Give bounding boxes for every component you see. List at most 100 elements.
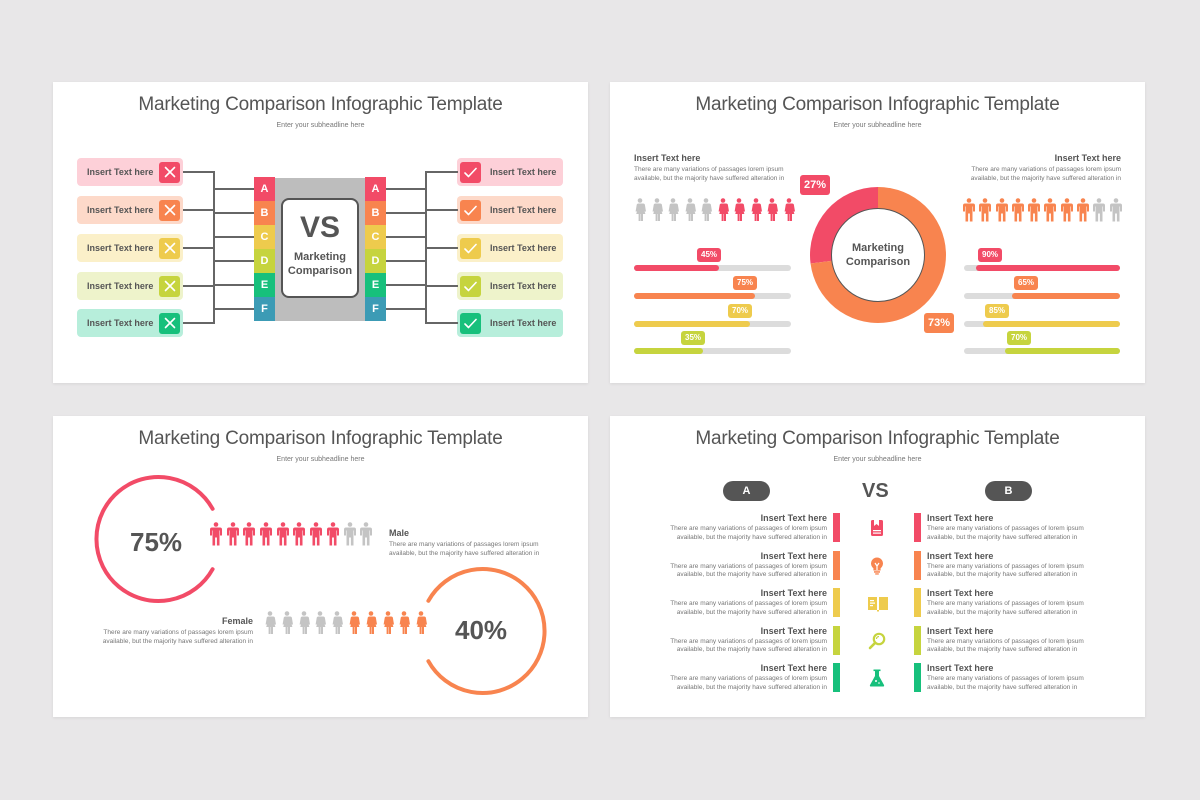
option-a-para-line-2: available, but the majority have suffere…	[676, 533, 827, 541]
option-a-para-line-1: There are many variations of passages of…	[670, 637, 827, 645]
male-person-icon	[209, 522, 223, 551]
progress-bar	[634, 265, 791, 271]
option-a-para-line-1: There are many variations of passages of…	[670, 525, 827, 532]
male-icon-row	[962, 198, 1125, 227]
donut-chart	[810, 187, 946, 323]
left-item-2[interactable]: Insert Text here	[77, 196, 183, 224]
progress-bar	[634, 293, 791, 299]
lightbulb-icon	[867, 556, 887, 576]
left-item-1[interactable]: Insert Text here	[77, 158, 183, 186]
connector-line	[426, 322, 458, 324]
connector-line	[386, 260, 426, 262]
connector-line	[426, 285, 458, 287]
right-heading: Insert Text here	[1054, 153, 1121, 163]
female-person-icon	[397, 611, 411, 640]
option-b-heading: Insert Text here	[927, 663, 994, 673]
donut-slice-label-73: 73%	[924, 313, 955, 333]
connector-line	[183, 285, 215, 287]
option-a-para-line-2: available, but the majority have suffere…	[676, 683, 827, 691]
right-item-5[interactable]: Insert Text here	[457, 309, 563, 337]
female-person-icon	[381, 611, 395, 640]
right-item-label: Insert Text here	[490, 318, 557, 328]
x-icon	[159, 275, 180, 297]
right-item-2[interactable]: Insert Text here	[457, 196, 563, 224]
progress-label: 85%	[985, 304, 1010, 318]
color-bar-b	[914, 513, 921, 542]
letter-left-b: B	[254, 201, 275, 225]
left-item-5[interactable]: Insert Text here	[77, 309, 183, 337]
check-icon	[460, 161, 481, 183]
left-item-label: Insert Text here	[87, 318, 154, 328]
option-b-row-3: Insert Text here There are many variatio…	[927, 588, 1107, 617]
right-item-label: Insert Text here	[490, 281, 557, 291]
connector-line	[183, 171, 215, 173]
book-icon	[867, 518, 887, 538]
progress-bar	[634, 321, 791, 327]
male-person-icon	[292, 522, 306, 551]
female-person-icon	[297, 611, 311, 640]
connector-line	[183, 322, 215, 324]
right-item-4[interactable]: Insert Text here	[457, 272, 563, 300]
pill-b: B	[985, 481, 1032, 501]
right-item-label: Insert Text here	[490, 167, 557, 177]
male-person-icon	[359, 522, 373, 551]
connector-line	[215, 308, 254, 310]
female-person-icon	[280, 611, 294, 640]
vs-caption-line-1: Marketing	[294, 251, 346, 263]
progress-fill	[634, 321, 750, 327]
letter-right-b: B	[365, 201, 386, 225]
magnifier-icon	[867, 631, 887, 651]
color-bar-a	[833, 663, 840, 692]
right-para-line-1: There are many variations of passages lo…	[971, 166, 1121, 173]
option-b-para-line-1: There are many variations of passages of…	[927, 600, 1084, 607]
connector-line	[215, 212, 254, 214]
option-b-heading: Insert Text here	[927, 588, 994, 598]
option-a-heading: Insert Text here	[760, 625, 827, 636]
option-b-heading: Insert Text here	[927, 550, 994, 561]
right-item-label: Insert Text here	[490, 243, 557, 253]
donut-center-line-1: Marketing	[852, 242, 904, 254]
vs-label: VS	[299, 211, 341, 244]
female-person-icon	[263, 611, 277, 640]
vs-label: VS	[862, 480, 889, 502]
progress-fill	[634, 348, 703, 354]
male-person-icon	[1011, 198, 1025, 227]
right-item-3[interactable]: Insert Text here	[457, 234, 563, 262]
male-person-icon	[962, 198, 976, 227]
letter-left-c: C	[254, 225, 275, 249]
donut-slice-73	[810, 187, 946, 323]
option-a-heading: Insert Text here	[760, 588, 827, 598]
left-item-3[interactable]: Insert Text here	[77, 234, 183, 262]
female-person-icon	[749, 198, 763, 227]
progress-bar	[964, 321, 1120, 327]
color-bar-b	[914, 625, 921, 655]
check-icon	[460, 199, 481, 221]
male-person-icon	[995, 198, 1009, 227]
connector-line	[426, 209, 458, 211]
color-bar-a	[833, 588, 840, 617]
letter-left-e: E	[254, 273, 275, 297]
right-item-1[interactable]: Insert Text here	[457, 158, 563, 186]
left-item-label: Insert Text here	[87, 205, 154, 215]
connector-line	[183, 209, 215, 211]
connector-line	[183, 247, 215, 249]
male-icon-row	[209, 522, 376, 551]
left-item-4[interactable]: Insert Text here	[77, 272, 183, 300]
right-item-label: Insert Text here	[490, 205, 557, 215]
vs-card: VS Marketing Comparison	[281, 198, 359, 298]
female-person-icon	[666, 198, 680, 227]
male-label: Male	[389, 528, 410, 538]
female-percent-ring	[426, 567, 547, 695]
connector-line	[386, 236, 426, 238]
male-person-icon	[1043, 198, 1057, 227]
male-person-icon	[1109, 198, 1123, 227]
male-person-icon	[259, 522, 273, 551]
male-percent: 75%	[130, 527, 183, 557]
male-percent-ring	[94, 475, 215, 603]
female-person-icon	[330, 611, 344, 640]
right-para-line-2: available, but the majority have suffere…	[970, 174, 1121, 182]
option-a-row-4: Insert Text here There are many variatio…	[647, 626, 827, 655]
connector-spine-right	[425, 171, 427, 324]
female-person-icon	[364, 611, 378, 640]
option-b-para-line-2: available, but the majority have suffere…	[927, 608, 1078, 616]
